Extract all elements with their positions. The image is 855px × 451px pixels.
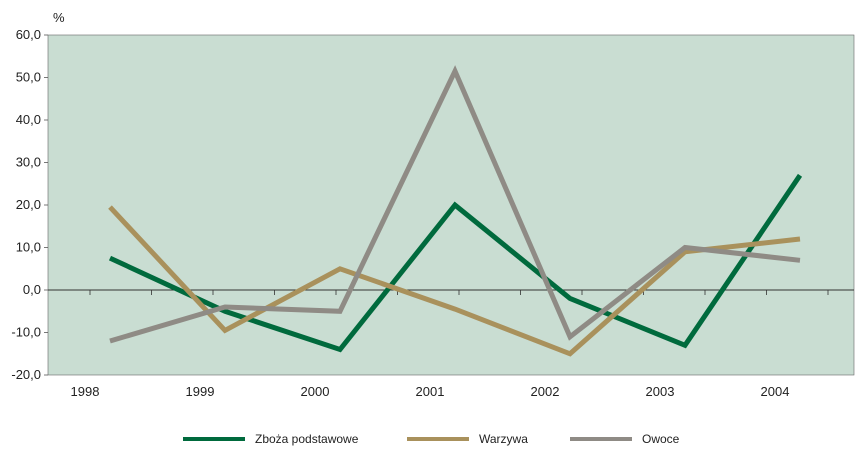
legend-item-zboza: Zboża podstawowe bbox=[183, 430, 358, 448]
legend-label-zboza: Zboża podstawowe bbox=[255, 432, 359, 446]
legend-item-warzywa: Warzywa bbox=[407, 430, 528, 448]
legend-label-warzywa: Warzywa bbox=[479, 432, 528, 446]
x-tick-label: 2003 bbox=[646, 384, 675, 399]
x-tick-label: 2004 bbox=[761, 384, 790, 399]
legend: Zboża podstawowe Warzywa Owoce bbox=[0, 430, 855, 448]
legend-swatch-owoce bbox=[570, 437, 632, 441]
legend-swatch-zboza bbox=[183, 437, 245, 441]
y-tick-label: -20,0 bbox=[11, 367, 41, 382]
x-tick-label: 1999 bbox=[186, 384, 215, 399]
y-tick-label: 50,0 bbox=[16, 70, 41, 85]
legend-swatch-warzywa bbox=[407, 437, 469, 441]
y-tick-label: 40,0 bbox=[16, 112, 41, 127]
axes: 60,0 50,0 40,0 30,0 20,0 10,0 0,0 -10,0 -20,0 199… bbox=[11, 27, 854, 399]
legend-label-owoce: Owoce bbox=[642, 432, 680, 446]
y-tick-label: 60,0 bbox=[16, 27, 41, 42]
x-tick-label: 1998 bbox=[71, 384, 100, 399]
y-tick-label: 10,0 bbox=[16, 240, 41, 255]
y-tick-label: 0,0 bbox=[23, 282, 41, 297]
x-tick-label: 2002 bbox=[531, 384, 560, 399]
y-tick-label: 30,0 bbox=[16, 155, 41, 170]
y-tick-label: -10,0 bbox=[11, 325, 41, 340]
x-tick-label: 2001 bbox=[416, 384, 445, 399]
series-lines bbox=[108, 65, 803, 357]
y-unit-label: % bbox=[53, 10, 65, 25]
legend-item-owoce: Owoce bbox=[570, 430, 679, 448]
y-tick-label: 20,0 bbox=[16, 197, 41, 212]
x-tick-label: 2000 bbox=[301, 384, 330, 399]
